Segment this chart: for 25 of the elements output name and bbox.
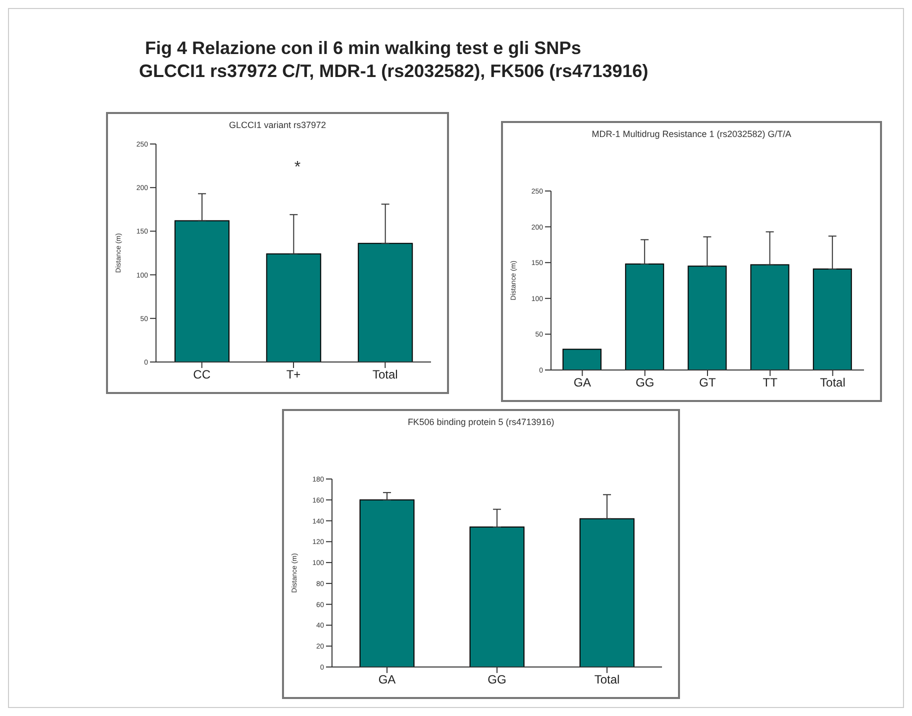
bar <box>266 253 322 362</box>
x-tick-label: CC <box>193 368 211 382</box>
bar <box>174 220 230 362</box>
chart-title: FK506 binding protein 5 (rs4713916) <box>406 417 556 427</box>
caption: Fig 4 Relazione con il 6 min walking test e gli SNPs <box>144 37 582 60</box>
x-tick-label: GG <box>636 376 654 390</box>
x-tick-label: GT <box>699 376 716 390</box>
chart-title: GLCCI1 variant rs37972 <box>228 120 328 130</box>
bar <box>625 264 664 370</box>
annotation: * <box>293 159 302 177</box>
bar <box>812 268 852 370</box>
chart-title: MDR-1 Multidrug Resistance 1 (rs2032582) G/T/A <box>590 129 792 139</box>
bar <box>688 266 727 370</box>
x-tick-label: TT <box>762 376 778 390</box>
x-tick-label: Total <box>820 376 846 390</box>
x-tick-label: Total <box>594 672 620 687</box>
bar <box>750 264 790 370</box>
x-tick-label: T+ <box>286 368 301 382</box>
x-tick-label: GA <box>378 672 396 687</box>
x-tick-label: GA <box>574 376 591 390</box>
text: GLCCI1 rs37972 C/T, MDR-1 (rs2032582), FK506 (rs4713916) <box>139 60 648 83</box>
bar <box>358 242 413 362</box>
x-tick-label: GG <box>488 672 506 687</box>
x-tick-label: Total <box>372 368 398 382</box>
bar <box>562 348 602 370</box>
